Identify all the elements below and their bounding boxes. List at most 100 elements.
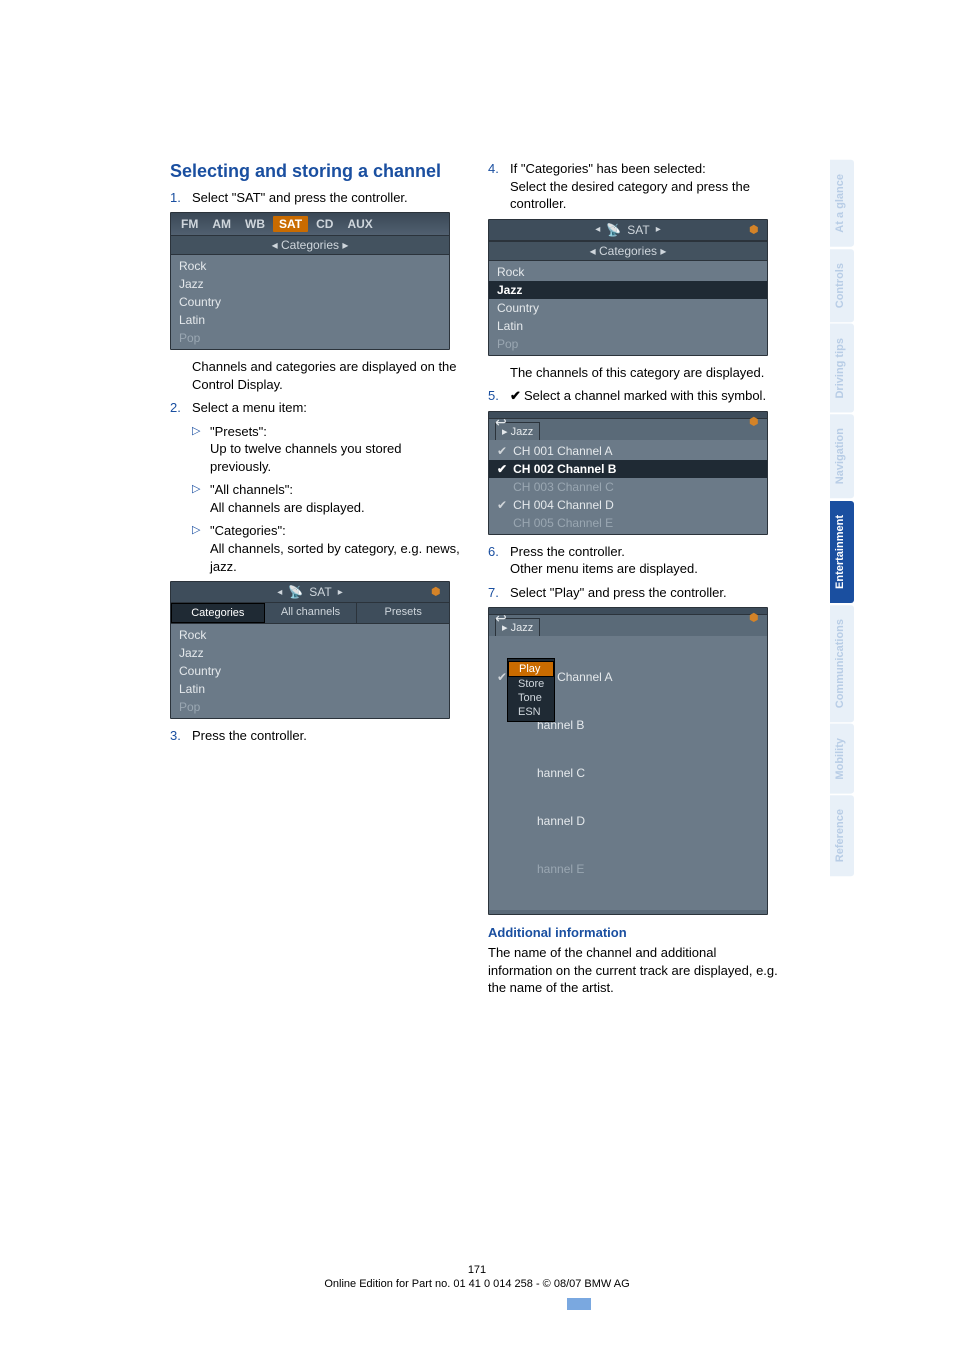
context-menu: Play Store Tone ESN <box>507 658 555 722</box>
side-tab-controls[interactable]: Controls <box>830 249 854 322</box>
two-columns: Selecting and storing a channel 1. Selec… <box>170 160 780 997</box>
step-6: 6. Press the controller. Other menu item… <box>488 543 778 578</box>
step-text: ✔Select a channel marked with this symbo… <box>510 387 778 405</box>
bullet-head: "Categories": <box>210 523 286 538</box>
check-icon: ✔ <box>497 462 507 476</box>
back-icon: ↩ <box>495 416 511 428</box>
side-tab-at-a-glance[interactable]: At a glance <box>830 160 854 247</box>
step-3: 3. Press the controller. <box>170 727 460 745</box>
device-screenshot-play-menu: ↩ ⬢ ▸ Jazz ✔CH 001 Channel A hannel B ha… <box>488 607 768 915</box>
category-list: Rock Jazz Country Latin Pop <box>489 261 767 355</box>
left-steps-2: 2. Select a menu item: <box>170 399 460 417</box>
list-item: Country <box>489 299 767 317</box>
channel-label: hannel D <box>497 814 585 828</box>
step-2: 2. Select a menu item: <box>170 399 460 417</box>
bullet-item: ▷ "Categories": All channels, sorted by … <box>192 522 460 575</box>
channel-row-selected: ✔CH 002 Channel B <box>489 460 767 478</box>
check-icon: ✔ <box>510 387 524 405</box>
bullet-body: "Presets": Up to twelve channels you sto… <box>210 423 460 476</box>
bullet-item: ▷ "All channels": All channels are displ… <box>192 481 460 516</box>
bullet-text: Up to twelve channels you stored previou… <box>210 441 402 474</box>
channel-row: ✔CH 003 Channel C <box>489 478 767 496</box>
arrow-left-icon: ◂ <box>277 587 282 598</box>
category-list: Rock Jazz Country Latin Pop <box>171 255 449 349</box>
triangle-icon: ▷ <box>192 481 210 516</box>
sat-header: ◂ 📡 SAT ▸ ⬢ <box>489 220 767 241</box>
device-screenshot-category-select: ◂ 📡 SAT ▸ ⬢ ◂ Categories ▸ Rock Jazz Cou… <box>488 219 768 356</box>
back-header: ↩ ⬢ <box>489 608 767 615</box>
channel-row: ✔CH 005 Channel E <box>489 514 767 532</box>
sat-label: SAT <box>627 223 649 237</box>
device-screenshot-modes: ◂ 📡 SAT ▸ ⬢ Categories All channels Pres… <box>170 581 450 719</box>
channel-row: hannel E <box>489 860 767 878</box>
step5-text: Select a channel marked with this symbol… <box>524 388 766 403</box>
step-text: Press the controller. Other menu items a… <box>510 543 778 578</box>
list-item: Pop <box>171 698 449 716</box>
left-column: Selecting and storing a channel 1. Selec… <box>170 160 460 997</box>
channel-label: CH 004 Channel D <box>513 498 614 512</box>
side-tab-driving-tips[interactable]: Driving tips <box>830 324 854 413</box>
step4-line1: If "Categories" has been selected: <box>510 161 706 176</box>
arrow-right-icon: ▸ <box>338 587 343 598</box>
list-item: Latin <box>171 680 449 698</box>
check-icon: ✔ <box>497 670 507 684</box>
step-1: 1. Select "SAT" and press the controller… <box>170 189 460 207</box>
right-steps: 4. If "Categories" has been selected: Se… <box>488 160 778 213</box>
side-tab-reference[interactable]: Reference <box>830 795 854 876</box>
side-tab-entertainment[interactable]: Entertainment <box>830 501 854 603</box>
page-footer: 171 Online Edition for Part no. 01 41 0 … <box>0 1264 954 1290</box>
back-header: ↩ ⬢ <box>489 412 767 419</box>
channel-label: CH 005 Channel E <box>513 516 613 530</box>
list-item: Pop <box>489 335 767 353</box>
category-list: Rock Jazz Country Latin Pop <box>171 624 449 718</box>
bullet-head: "Presets": <box>210 424 267 439</box>
home-icon: ⬢ <box>431 585 445 599</box>
side-tab-mobility[interactable]: Mobility <box>830 724 854 794</box>
step-number: 6. <box>488 543 510 578</box>
step-number: 4. <box>488 160 510 213</box>
step-7: 7. Select "Play" and press the controlle… <box>488 584 778 602</box>
paragraph: Channels and categories are displayed on… <box>170 358 460 393</box>
list-item: Rock <box>171 257 449 275</box>
paragraph: The name of the channel and additional i… <box>488 944 778 997</box>
home-icon: ⬢ <box>749 223 763 237</box>
home-icon: ⬢ <box>749 611 763 625</box>
band-tabs: FM AM WB SAT CD AUX <box>171 213 449 235</box>
step-4: 4. If "Categories" has been selected: Se… <box>488 160 778 213</box>
list-item-highlight: Jazz <box>489 281 767 299</box>
sat-header: ◂ 📡 SAT ▸ ⬢ <box>171 582 449 603</box>
side-tab-communications[interactable]: Communications <box>830 605 854 722</box>
list-item: Pop <box>171 329 449 347</box>
step-text: If "Categories" has been selected: Selec… <box>510 160 778 213</box>
right-column: 4. If "Categories" has been selected: Se… <box>488 160 778 997</box>
list-item: Country <box>171 293 449 311</box>
back-icon: ↩ <box>495 612 511 624</box>
arrow-right-icon: ▸ <box>656 224 661 235</box>
channel-label: hannel C <box>497 766 585 780</box>
step-number: 1. <box>170 189 192 207</box>
list-item: Rock <box>171 626 449 644</box>
menu-play: Play <box>508 661 554 677</box>
jazz-tab-wrap: ▸ Jazz <box>489 419 767 440</box>
check-icon: ✔ <box>497 444 507 458</box>
menu-tone: Tone <box>508 691 554 705</box>
footer-color-mark <box>567 1298 591 1310</box>
side-tab-navigation[interactable]: Navigation <box>830 414 854 498</box>
band-am: AM <box>206 216 237 232</box>
step-number: 7. <box>488 584 510 602</box>
left-steps-3: 3. Press the controller. <box>170 727 460 745</box>
list-item: Rock <box>489 263 767 281</box>
chapter-side-tabs: At a glance Controls Driving tips Naviga… <box>830 160 854 879</box>
home-icon: ⬢ <box>749 415 763 429</box>
channel-list: ✔CH 001 Channel A ✔CH 002 Channel B ✔CH … <box>489 440 767 534</box>
channel-row: ✔CH 004 Channel D <box>489 496 767 514</box>
step6-line1: Press the controller. <box>510 544 625 559</box>
bullet-body: "All channels": All channels are display… <box>210 481 460 516</box>
list-item: Jazz <box>171 275 449 293</box>
footer-line: Online Edition for Part no. 01 41 0 014 … <box>324 1278 629 1290</box>
step6-line2: Other menu items are displayed. <box>510 561 698 576</box>
channel-row: ✔ CH 001 Channel A <box>489 442 767 460</box>
left-steps: 1. Select "SAT" and press the controller… <box>170 189 460 207</box>
channel-label: CH 001 Channel A <box>513 444 612 458</box>
subsection-title: Additional information <box>488 925 778 940</box>
